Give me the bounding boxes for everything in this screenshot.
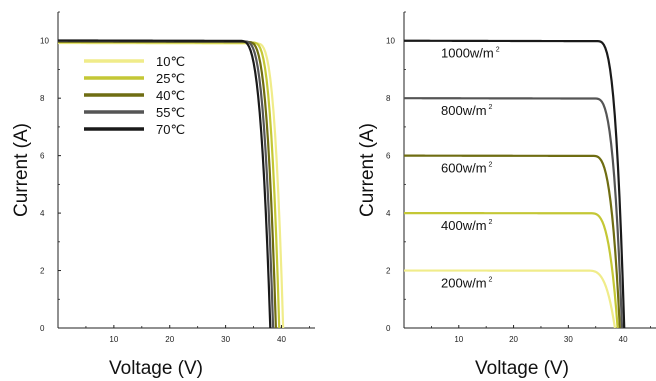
left-x-tick-label: 20 bbox=[165, 335, 174, 344]
y-axis-label-left: Current (A) bbox=[11, 123, 32, 217]
right-series-line-3 bbox=[404, 211, 619, 329]
right-y-tick-label: 0 bbox=[386, 324, 391, 333]
left-y-tick-label: 6 bbox=[40, 152, 45, 161]
right-y-tick-label: 10 bbox=[386, 37, 395, 46]
right-y-tick-label: 4 bbox=[386, 209, 391, 218]
right-y-tick-label: 6 bbox=[386, 152, 391, 161]
legend: 10℃ 25℃ 40℃ 55℃ 70℃ bbox=[84, 54, 185, 137]
x-axis-label-right: Voltage (V) bbox=[475, 358, 569, 379]
irradiance-label-3: 400w/m 2 bbox=[441, 218, 493, 233]
legend-label-2: 40℃ bbox=[156, 88, 185, 103]
left-y-tick-label: 4 bbox=[40, 209, 45, 218]
irradiance-superscript: 2 bbox=[489, 104, 493, 111]
right-series-line-2 bbox=[404, 154, 621, 329]
irradiance-superscript: 2 bbox=[489, 219, 493, 226]
right-series-line-4 bbox=[404, 269, 616, 329]
right-series-line-0 bbox=[404, 39, 626, 329]
irradiance-superscript: 2 bbox=[489, 277, 493, 284]
y-axis-label-right: Current (A) bbox=[357, 123, 378, 217]
series-group-right bbox=[404, 39, 626, 329]
right-x-tick-label: 10 bbox=[454, 335, 463, 344]
right-y-tick-label: 8 bbox=[386, 94, 391, 103]
legend-label-3: 55℃ bbox=[156, 105, 185, 120]
irradiance-label-0: 1000w/m 2 bbox=[441, 46, 500, 61]
left-y-tick-label: 2 bbox=[40, 267, 45, 276]
irradiance-superscript: 2 bbox=[496, 47, 500, 54]
irradiance-label-2: 600w/m 2 bbox=[441, 161, 493, 176]
irradiance-labels: 1000w/m 2 800w/m 2 600w/m 2 400w/m 2 200w/m 2 bbox=[441, 46, 500, 291]
chart-right: 0 2 4 6 8 10 10 20 30 40 1000w/m 2 800w/m 2 600w/m 2 40… bbox=[357, 11, 656, 379]
right-x-tick-label: 40 bbox=[619, 335, 628, 344]
irradiance-label-1: 800w/m 2 bbox=[441, 103, 493, 118]
left-x-tick-label: 30 bbox=[221, 335, 230, 344]
series-group-left bbox=[57, 39, 285, 329]
left-y-tick-label: 8 bbox=[40, 94, 45, 103]
tick-group-right: 0 2 4 6 8 10 10 20 30 40 bbox=[386, 11, 651, 344]
tick-group-left: 0 2 4 6 8 10 10 20 30 40 bbox=[40, 11, 310, 344]
irradiance-label-4: 200w/m 2 bbox=[441, 276, 493, 291]
right-x-tick-label: 20 bbox=[509, 335, 518, 344]
x-axis-label-left: Voltage (V) bbox=[109, 358, 203, 379]
right-y-tick-label: 2 bbox=[386, 267, 391, 276]
right-series-line-1 bbox=[404, 97, 624, 329]
left-y-tick-label: 10 bbox=[40, 37, 49, 46]
legend-label-4: 70℃ bbox=[156, 122, 185, 137]
left-x-tick-label: 40 bbox=[277, 335, 286, 344]
irradiance-superscript: 2 bbox=[489, 162, 493, 169]
chart-left: 0 2 4 6 8 10 10 20 30 40 10℃ 25℃ 40℃ 55℃ 70℃ Current … bbox=[11, 11, 315, 379]
legend-label-0: 10℃ bbox=[156, 54, 185, 69]
left-y-tick-label: 0 bbox=[40, 324, 45, 333]
left-series-line-4 bbox=[58, 39, 272, 329]
left-x-tick-label: 10 bbox=[109, 335, 118, 344]
legend-label-1: 25℃ bbox=[156, 71, 185, 86]
right-x-tick-label: 30 bbox=[564, 335, 573, 344]
